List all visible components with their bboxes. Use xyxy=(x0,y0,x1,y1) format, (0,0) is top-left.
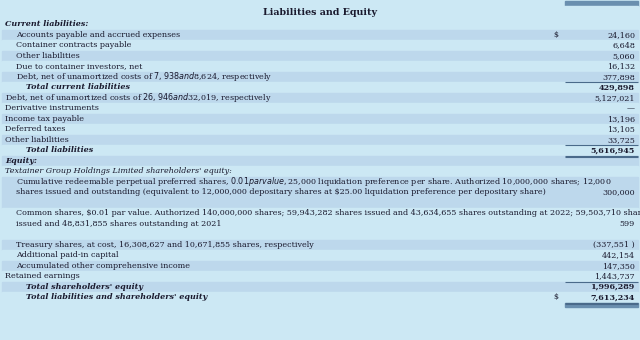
Bar xyxy=(2,176,638,208)
Bar xyxy=(2,71,638,82)
Text: Container contracts payable: Container contracts payable xyxy=(16,41,131,49)
Text: Equity:: Equity: xyxy=(5,157,37,165)
Bar xyxy=(2,19,638,30)
Bar xyxy=(2,114,638,124)
Bar xyxy=(2,51,638,61)
Bar xyxy=(2,250,638,260)
Bar xyxy=(2,61,638,71)
Text: 24,160: 24,160 xyxy=(607,31,635,39)
Text: 1,996,289: 1,996,289 xyxy=(591,283,635,291)
Text: 147,350: 147,350 xyxy=(602,262,635,270)
Text: Derivative instruments: Derivative instruments xyxy=(5,104,99,112)
Bar xyxy=(2,135,638,145)
Bar xyxy=(2,82,638,92)
Text: 429,898: 429,898 xyxy=(599,83,635,91)
Text: 5,616,945: 5,616,945 xyxy=(591,146,635,154)
Text: Income tax payable: Income tax payable xyxy=(5,115,84,123)
Text: Treasury shares, at cost, 16,308,627 and 10,671,855 shares, respectively: Treasury shares, at cost, 16,308,627 and… xyxy=(16,241,314,249)
Bar xyxy=(2,271,638,282)
Text: 6,648: 6,648 xyxy=(612,41,635,49)
Text: issued and 48,831,855 shares outstanding at 2021: issued and 48,831,855 shares outstanding… xyxy=(16,220,221,228)
Text: Deferred taxes: Deferred taxes xyxy=(5,125,65,133)
Text: Debt, net of unamortized costs of $7,938 and $8,624, respectively: Debt, net of unamortized costs of $7,938… xyxy=(16,70,273,83)
Text: shares issued and outstanding (equivalent to 12,000,000 depositary shares at $25: shares issued and outstanding (equivalen… xyxy=(16,188,546,196)
Text: Textainer Group Holdings Limited shareholders' equity:: Textainer Group Holdings Limited shareho… xyxy=(5,167,232,175)
Text: Liabilities and Equity: Liabilities and Equity xyxy=(263,8,377,17)
Bar xyxy=(2,282,638,292)
Text: 442,154: 442,154 xyxy=(602,251,635,259)
Bar xyxy=(2,155,638,166)
Text: Total liabilities: Total liabilities xyxy=(26,146,93,154)
Text: 33,725: 33,725 xyxy=(607,136,635,144)
Text: 13,196: 13,196 xyxy=(607,115,635,123)
Bar xyxy=(2,166,638,176)
Text: $: $ xyxy=(553,31,558,39)
Text: 377,898: 377,898 xyxy=(602,73,635,81)
Bar xyxy=(2,40,638,51)
Text: Due to container investors, net: Due to container investors, net xyxy=(16,62,142,70)
Bar xyxy=(2,124,638,135)
Bar xyxy=(2,239,638,250)
Text: Accumulated other comprehensive income: Accumulated other comprehensive income xyxy=(16,262,190,270)
Text: Retained earnings: Retained earnings xyxy=(5,272,80,280)
Text: 5,127,021: 5,127,021 xyxy=(595,94,635,102)
Text: Additional paid-in capital: Additional paid-in capital xyxy=(16,251,118,259)
Bar xyxy=(2,103,638,114)
Text: —: — xyxy=(627,104,635,112)
Text: Other liabilities: Other liabilities xyxy=(16,52,80,60)
Text: 13,105: 13,105 xyxy=(607,125,635,133)
Bar xyxy=(2,30,638,40)
Bar xyxy=(2,6,638,19)
Text: Debt, net of unamortized costs of $26,946 and $32,019, respectively: Debt, net of unamortized costs of $26,94… xyxy=(5,91,271,104)
Text: Common shares, $0.01 par value. Authorized 140,000,000 shares; 59,943,282 shares: Common shares, $0.01 par value. Authoriz… xyxy=(16,209,640,217)
Bar xyxy=(565,1,638,6)
Text: 300,000: 300,000 xyxy=(602,188,635,196)
Text: 7,613,234: 7,613,234 xyxy=(591,293,635,301)
Bar xyxy=(2,208,638,239)
Text: $: $ xyxy=(553,293,558,301)
Text: Total shareholders' equity: Total shareholders' equity xyxy=(26,283,143,291)
Text: 599: 599 xyxy=(620,220,635,228)
Bar xyxy=(2,92,638,103)
Bar xyxy=(2,260,638,271)
Bar xyxy=(2,292,638,303)
Text: Cumulative redeemable perpetual preferred shares, $0.01 par value, $25,000 liqui: Cumulative redeemable perpetual preferre… xyxy=(16,175,612,188)
Text: 5,060: 5,060 xyxy=(612,52,635,60)
Text: Total current liabilities: Total current liabilities xyxy=(26,83,130,91)
Text: Total liabilities and shareholders' equity: Total liabilities and shareholders' equi… xyxy=(26,293,207,301)
Text: 1,443,737: 1,443,737 xyxy=(595,272,635,280)
Bar xyxy=(565,303,638,306)
Text: 16,132: 16,132 xyxy=(607,62,635,70)
Text: (337,551 ): (337,551 ) xyxy=(593,241,635,249)
Text: Current liabilities:: Current liabilities: xyxy=(5,20,88,28)
Bar xyxy=(2,145,638,155)
Text: Other liabilities: Other liabilities xyxy=(5,136,68,144)
Text: Accounts payable and accrued expenses: Accounts payable and accrued expenses xyxy=(16,31,180,39)
